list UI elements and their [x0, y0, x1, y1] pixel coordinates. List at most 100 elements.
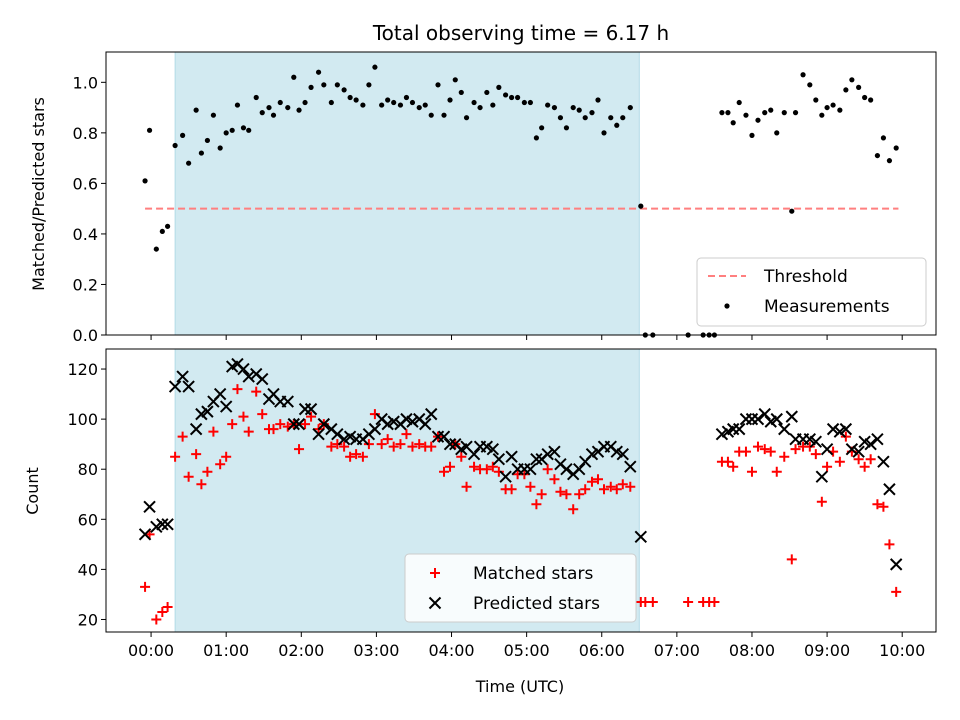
bottom-y-tick-label: 60	[78, 510, 98, 529]
measurement-point	[234, 102, 241, 108]
predicted-star-point	[387, 415, 400, 428]
matched-star-point	[191, 449, 202, 460]
matched-star-point	[865, 454, 876, 465]
measurement-point	[321, 82, 327, 88]
matched-star-point	[790, 444, 801, 455]
predicted-star-point	[852, 445, 865, 458]
matched-star-point	[625, 481, 636, 492]
measurement-point	[533, 135, 539, 141]
measurement-point	[725, 110, 731, 116]
measurement-point	[266, 104, 272, 111]
measurement-point	[719, 110, 725, 116]
measurement-point	[428, 112, 434, 118]
measurement-point	[366, 82, 372, 88]
matched-star-point	[531, 499, 542, 510]
measurement-point	[285, 104, 291, 111]
matched-star-point	[363, 439, 374, 450]
matched-star-point	[683, 596, 694, 607]
matched-star-point	[357, 451, 368, 462]
matched-star-point	[300, 419, 311, 430]
predicted-star-point	[486, 442, 500, 456]
matched-star-point	[525, 481, 536, 492]
measurement-point	[270, 112, 277, 118]
measurement-point	[824, 104, 830, 111]
top-axes-frame	[105, 51, 937, 336]
predicted-star-point	[541, 447, 554, 461]
measurement-point	[781, 110, 787, 116]
predicted-star-point	[219, 400, 233, 413]
measurement-point	[496, 84, 502, 90]
measurement-point	[259, 110, 265, 116]
predicted-star-point	[778, 422, 791, 436]
legend-predicted-swatch	[428, 596, 442, 610]
predicted-star-point	[213, 387, 227, 401]
predicted-star-point	[883, 483, 896, 496]
matched-star-point	[574, 489, 585, 500]
measurement-point	[463, 115, 470, 121]
predicted-star-point	[499, 470, 512, 483]
legend-threshold-label: Threshold	[763, 267, 848, 287]
legend-measurements-label: Measurements	[764, 297, 890, 317]
measurement-point	[435, 82, 441, 88]
matched-star-point	[306, 411, 317, 422]
matched-star-point	[345, 451, 356, 462]
measurement-point	[484, 89, 490, 96]
matched-star-point	[765, 446, 776, 457]
measurement-point	[830, 102, 836, 108]
measurement-point	[391, 99, 397, 106]
matched-star-point	[275, 419, 286, 430]
measurement-point	[570, 104, 576, 111]
legend-matched-label: Matched stars	[473, 564, 593, 584]
measurement-point	[198, 150, 204, 156]
measurement-point	[515, 94, 521, 101]
measurement-point	[557, 115, 564, 121]
matched-star-point	[506, 484, 517, 495]
legend-predicted-label: Predicted stars	[473, 594, 600, 614]
x-axis-label: Time (UTC)	[475, 677, 564, 696]
predicted-star-point	[815, 470, 829, 483]
matched-star-point	[294, 444, 305, 455]
predicted-star-point	[437, 430, 451, 443]
matched-star-point	[878, 501, 889, 512]
measurement-point	[856, 84, 862, 90]
measurement-point	[229, 127, 235, 133]
bottom-y-tick-label: 40	[78, 560, 98, 579]
matched-star-point	[599, 484, 609, 495]
top-y-tick-label: 1.0	[73, 73, 98, 92]
matched-star-point	[243, 426, 254, 437]
measurement-point	[730, 120, 736, 126]
predicted-star-point	[256, 372, 269, 386]
measurement-point	[146, 127, 153, 133]
predicted-star-point	[292, 417, 306, 431]
measurement-point	[638, 203, 644, 209]
matched-star-point	[257, 409, 268, 420]
measurement-point	[180, 132, 186, 138]
measurement-point	[217, 145, 223, 151]
matched-star-point	[740, 446, 751, 457]
measurement-point	[800, 72, 806, 78]
matched-star-point	[151, 614, 162, 625]
matched-star-point	[611, 484, 622, 495]
x-tick-label: 01:00	[203, 641, 249, 660]
predicted-star-point	[634, 530, 648, 544]
measurement-point	[360, 102, 366, 108]
bottom-axes-frame	[105, 348, 937, 633]
predicted-star-point	[809, 435, 823, 448]
matched-star-point	[561, 489, 572, 500]
matched-star-point	[232, 384, 243, 395]
x-tick-label: 10:00	[879, 641, 925, 660]
top-y-tick-label: 0.2	[73, 275, 98, 294]
x-tick-label: 06:00	[579, 641, 625, 660]
measurement-point	[477, 104, 483, 111]
predicted-star-point	[820, 442, 834, 456]
top-observing-interval-shade	[174, 51, 640, 336]
predicted-star-point	[548, 445, 561, 458]
measurement-point	[545, 102, 551, 108]
predicted-star-point	[189, 422, 203, 436]
matched-star-point	[369, 409, 380, 420]
matched-star-point	[891, 586, 902, 597]
top-y-tick-label: 0.0	[73, 326, 98, 345]
predicted-star-point	[425, 407, 438, 421]
measurement-point	[614, 122, 620, 128]
matched-star-point	[227, 419, 238, 430]
